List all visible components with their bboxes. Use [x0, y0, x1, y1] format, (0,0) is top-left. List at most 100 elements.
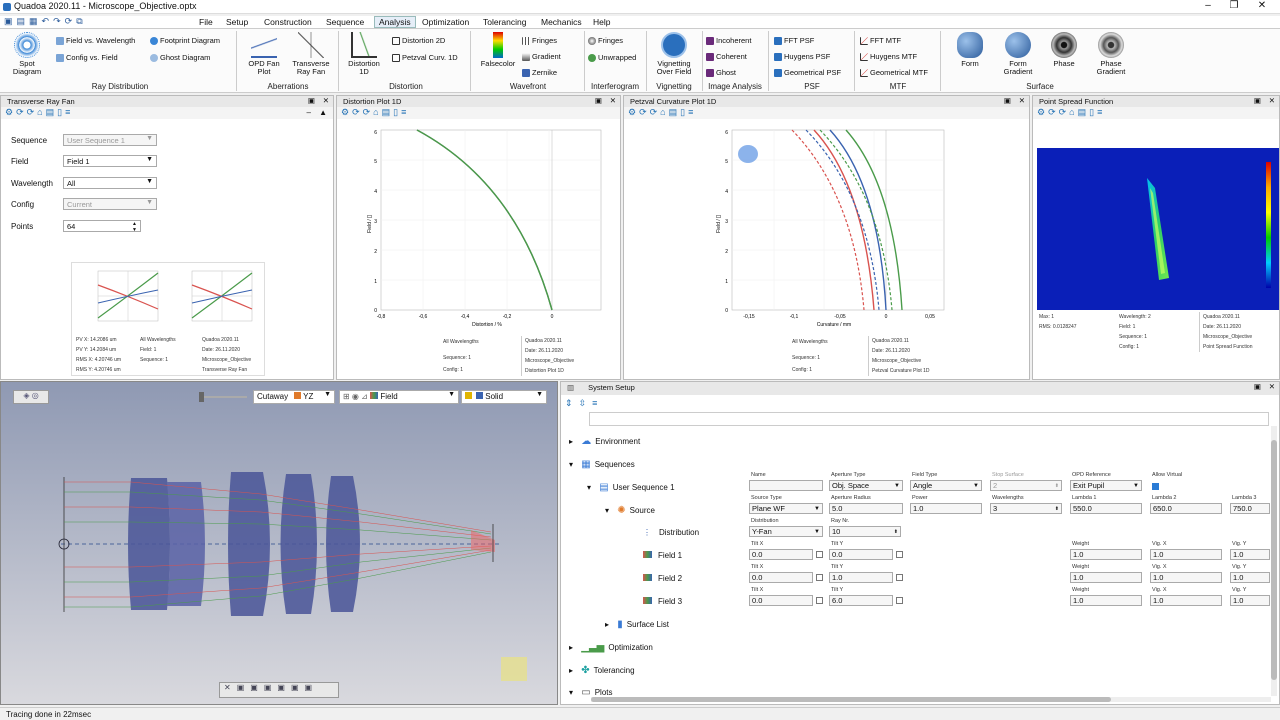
- home-icon[interactable]: ⌂: [373, 107, 382, 117]
- tree-surface-list[interactable]: ▸ ▮ Surface List: [605, 619, 670, 630]
- collapse-icon[interactable]: ▲: [319, 108, 327, 117]
- field2-tilt-y[interactable]: 1.0: [829, 572, 893, 583]
- if-fringes-button[interactable]: Fringes: [588, 36, 623, 46]
- coherent-button[interactable]: Coherent: [706, 52, 747, 62]
- refresh-icon[interactable]: ⟳: [1048, 107, 1059, 117]
- menu-mechanics[interactable]: Mechanics: [541, 17, 582, 27]
- unwrapped-button[interactable]: Unwrapped: [588, 53, 636, 63]
- panel-close-icon[interactable]: ✕: [322, 96, 329, 105]
- tree-tolerancing[interactable]: ▸ ✤ Tolerancing: [569, 665, 635, 676]
- view-direction-toolbar[interactable]: ✕▣▣▣▣▣▣: [219, 682, 339, 698]
- search-input[interactable]: [589, 412, 1269, 426]
- panel-close-icon[interactable]: ✕: [1018, 96, 1025, 105]
- field-select[interactable]: Field 1 ▼: [63, 155, 157, 167]
- print-icon[interactable]: ▤: [668, 107, 681, 117]
- menu-sequence[interactable]: Sequence: [326, 17, 365, 27]
- field1-tilt-y-checkbox[interactable]: [896, 551, 903, 558]
- points-stepper[interactable]: 64 ▲ ▼: [63, 220, 141, 233]
- panel-close-icon[interactable]: ✕: [609, 96, 616, 105]
- menu-file[interactable]: File: [199, 17, 213, 27]
- footprint-diagram-button[interactable]: Footprint Diagram: [150, 36, 220, 46]
- field2-weight[interactable]: 1.0: [1070, 572, 1142, 583]
- field1-tilt-x-checkbox[interactable]: [816, 551, 823, 558]
- ray-nr-stepper[interactable]: 10 ⬍: [829, 526, 901, 537]
- menu-setup[interactable]: Setup: [226, 17, 249, 27]
- field1-vig-y[interactable]: 1.0: [1230, 549, 1270, 560]
- field2-vig-x[interactable]: 1.0: [1150, 572, 1222, 583]
- wf-zernike-button[interactable]: Zernike: [522, 68, 557, 78]
- collapse-all-icon[interactable]: ⇳: [578, 398, 593, 408]
- selection-marker[interactable]: [738, 145, 758, 163]
- panel-float-icon[interactable]: ▣: [1253, 382, 1261, 391]
- field1-tilt-x[interactable]: 0.0: [749, 549, 813, 560]
- menu-icon[interactable]: ≡: [401, 107, 410, 117]
- refresh-icon[interactable]: ⟳: [639, 107, 650, 117]
- field1-tilt-y[interactable]: 0.0: [829, 549, 893, 560]
- field2-tilt-x[interactable]: 0.0: [749, 572, 813, 583]
- ghost-diagram-button[interactable]: Ghost Diagram: [150, 53, 210, 63]
- settings-icon[interactable]: ⚙: [341, 107, 353, 117]
- settings-icon[interactable]: ⚙: [628, 107, 640, 117]
- config-vs-field-button[interactable]: Config vs. Field: [56, 53, 118, 63]
- field3-weight[interactable]: 1.0: [1070, 595, 1142, 606]
- ghost-button[interactable]: Ghost: [706, 68, 736, 78]
- distribution-select[interactable]: Y-Fan ▼: [749, 526, 823, 537]
- field2-vig-y[interactable]: 1.0: [1230, 572, 1270, 583]
- phase-gradient-button[interactable]: Phase Gradient: [1090, 32, 1132, 76]
- render-mode-select[interactable]: Solid ▼: [461, 390, 547, 404]
- phase-button[interactable]: Phase: [1046, 32, 1082, 68]
- field3-tilt-x-checkbox[interactable]: [816, 597, 823, 604]
- panel-float-icon[interactable]: ▣: [1003, 96, 1011, 105]
- sync-icon[interactable]: ⟳: [26, 107, 38, 117]
- source-type-select[interactable]: Plane WF ▼: [749, 503, 823, 514]
- form-button[interactable]: Form: [952, 32, 988, 68]
- settings-icon[interactable]: ⚙: [1037, 107, 1049, 117]
- petzval-chart[interactable]: -0,15 -0,1 -0,05 0 0,05 6 5 4 3 2 1 0 Cu…: [624, 124, 1031, 334]
- geometrical-psf-button[interactable]: Geometrical PSF: [774, 68, 841, 78]
- zoom-slider[interactable]: [199, 392, 247, 402]
- name-input[interactable]: [749, 480, 823, 491]
- aperture-radius-input[interactable]: 5.0: [829, 503, 903, 514]
- field-vs-wavelength-button[interactable]: Field vs. Wavelength: [56, 36, 135, 46]
- lambda-2-input[interactable]: 650.0: [1150, 503, 1222, 514]
- tree-field-2[interactable]: Field 2: [643, 574, 682, 583]
- expand-icon[interactable]: ⇕: [565, 398, 579, 408]
- sync-icon[interactable]: ⟳: [362, 107, 374, 117]
- cutaway-select[interactable]: Cutaway YZ ▼: [253, 390, 335, 404]
- tree-environment[interactable]: ▸ ☁ Environment: [569, 436, 641, 447]
- aperture-type-select[interactable]: Obj. Space ▼: [829, 480, 903, 491]
- print-icon[interactable]: ▤: [45, 107, 58, 117]
- spot-diagram-button[interactable]: Spot Diagram: [6, 32, 48, 76]
- close-icon[interactable]: ✕: [1257, 0, 1267, 11]
- field3-vig-x[interactable]: 1.0: [1150, 595, 1222, 606]
- open-icon[interactable]: ▤: [16, 16, 30, 26]
- home-icon[interactable]: ⌂: [1069, 107, 1078, 117]
- print-icon[interactable]: ▤: [381, 107, 394, 117]
- view-tool-icon[interactable]: ◈ ◎: [13, 390, 49, 404]
- psf-image[interactable]: [1037, 148, 1279, 310]
- vertical-scrollbar[interactable]: [1271, 426, 1277, 696]
- panel-close-icon[interactable]: ✕: [1268, 382, 1275, 391]
- window-icon[interactable]: ⧉: [76, 16, 87, 26]
- config-select[interactable]: Current ▼: [63, 198, 157, 210]
- opd-fan-plot-button[interactable]: OPD Fan Plot: [244, 32, 284, 76]
- field3-tilt-x[interactable]: 0.0: [749, 595, 813, 606]
- tree-source[interactable]: ▾ ✺ Source: [605, 505, 655, 516]
- save-icon[interactable]: ▦: [29, 16, 42, 26]
- field2-tilt-y-checkbox[interactable]: [896, 574, 903, 581]
- transverse-ray-fan-button[interactable]: Transverse Ray Fan: [290, 32, 332, 76]
- field1-vig-x[interactable]: 1.0: [1150, 549, 1222, 560]
- doc-icon[interactable]: ▯: [680, 107, 689, 117]
- new-icon[interactable]: ▣: [4, 16, 17, 26]
- doc-icon[interactable]: ▯: [393, 107, 402, 117]
- petzval-curv-button[interactable]: Petzval Curv. 1D: [392, 53, 458, 63]
- tree-plots[interactable]: ▾ ▭ Plots: [569, 687, 613, 698]
- list-icon[interactable]: ≡: [592, 398, 604, 408]
- field3-vig-y[interactable]: 1.0: [1230, 595, 1270, 606]
- minimize-icon[interactable]: –: [1205, 0, 1211, 11]
- fft-mtf-button[interactable]: FFT MTF: [860, 36, 901, 46]
- color-by-select[interactable]: ⊞ ◉ ⊿ Field ▼: [339, 390, 459, 404]
- panel-float-icon[interactable]: ▣: [594, 96, 602, 105]
- wavelengths-stepper[interactable]: 3 ⬍: [990, 503, 1062, 514]
- refresh-icon[interactable]: ⟳: [352, 107, 363, 117]
